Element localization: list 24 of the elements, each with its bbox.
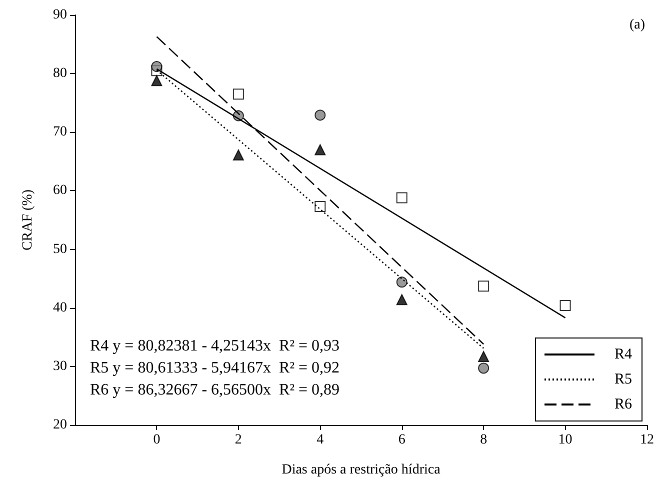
annotation: R5 y = 80,61333 - 5,94167x R² = 0,92 xyxy=(90,360,340,376)
annotation: R4 y = 80,82381 - 4,25143x R² = 0,93 xyxy=(90,338,340,354)
x-tick-label: 10 xyxy=(558,432,572,448)
y-tick-label: 40 xyxy=(53,300,67,316)
x-tick-label: 12 xyxy=(640,432,654,448)
legend-label: R4 xyxy=(614,346,632,362)
legend-label: R6 xyxy=(614,396,632,412)
x-axis-title: Dias após a restrição hídrica xyxy=(282,462,442,478)
y-tick-label: 90 xyxy=(53,8,67,22)
legend-label: R5 xyxy=(614,372,632,388)
y-tick-label: 80 xyxy=(53,66,67,82)
y-tick-label: 70 xyxy=(53,124,67,140)
x-tick-label: 8 xyxy=(480,432,488,448)
annotation: (a) xyxy=(629,18,646,32)
y-tick-label: 20 xyxy=(53,418,67,432)
y-tick-label: 30 xyxy=(53,358,67,374)
x-tick-label: 4 xyxy=(316,432,324,448)
y-tick-label: 50 xyxy=(53,242,67,257)
x-tick-label: 2 xyxy=(234,432,242,448)
y-tick-label: 60 xyxy=(53,183,67,198)
y-axis-title: CRAF (%) xyxy=(20,189,36,251)
x-tick-label: 0 xyxy=(153,432,160,448)
annotation: R6 y = 86,32667 - 6,56500x R² = 0,89 xyxy=(90,382,340,398)
x-tick-label: 6 xyxy=(398,432,406,448)
